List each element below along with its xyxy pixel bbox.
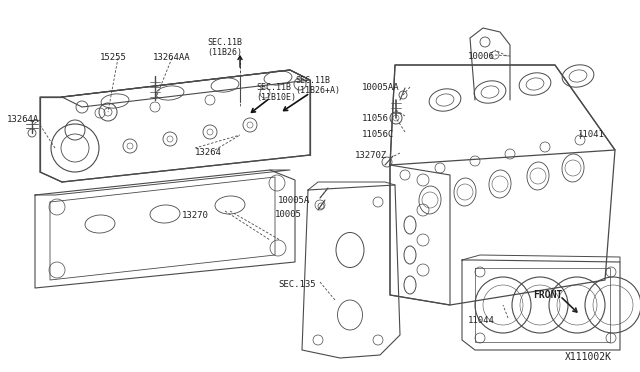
Text: 11044: 11044 xyxy=(468,316,495,325)
Text: 13270Z: 13270Z xyxy=(355,151,387,160)
Text: 15255: 15255 xyxy=(100,53,127,62)
Text: 10006: 10006 xyxy=(468,52,495,61)
Text: 13264A: 13264A xyxy=(7,115,39,124)
Text: 13270: 13270 xyxy=(182,211,209,220)
Text: FRONT: FRONT xyxy=(533,290,563,300)
Text: 13264: 13264 xyxy=(195,148,222,157)
Text: (11B26+A): (11B26+A) xyxy=(295,86,340,95)
Text: SEC.135: SEC.135 xyxy=(278,280,316,289)
Text: X111002K: X111002K xyxy=(565,352,612,362)
Text: 11041: 11041 xyxy=(578,130,605,139)
Text: (11B26): (11B26) xyxy=(207,48,242,57)
Text: SEC.11B: SEC.11B xyxy=(295,76,330,85)
Text: 10005A: 10005A xyxy=(278,196,310,205)
Text: 10005: 10005 xyxy=(275,210,302,219)
Text: SEC.11B: SEC.11B xyxy=(256,83,291,92)
Text: 10005AA: 10005AA xyxy=(362,83,399,92)
Text: 11056: 11056 xyxy=(362,114,389,123)
Text: SEC.11B: SEC.11B xyxy=(207,38,242,47)
Text: (11B10E): (11B10E) xyxy=(256,93,296,102)
Text: 13264AA: 13264AA xyxy=(153,53,191,62)
Text: 11056C: 11056C xyxy=(362,130,394,139)
